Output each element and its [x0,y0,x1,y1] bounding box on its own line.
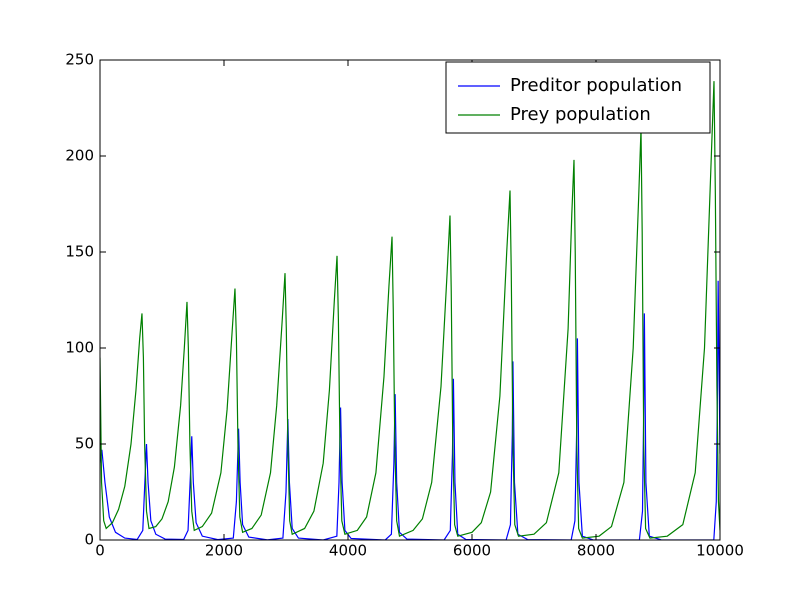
x-tick-label: 8000 [577,542,615,560]
y-tick-label: 50 [75,435,94,453]
x-tick-label: 6000 [453,542,491,560]
x-tick-label: 2000 [205,542,243,560]
y-tick-label: 250 [65,51,94,69]
y-tick-label: 200 [65,147,94,165]
legend-box [445,61,711,134]
y-tick-label: 0 [84,531,94,549]
legend-label: Preditor population [510,75,682,96]
legend-label: Prey population [510,104,651,125]
axes-frame [99,59,721,541]
y-tick-label: 100 [65,339,94,357]
x-tick-label: 0 [95,542,105,560]
x-tick-label: 10000 [696,542,744,560]
x-tick-label: 4000 [329,542,367,560]
y-tick-label: 150 [65,243,94,261]
